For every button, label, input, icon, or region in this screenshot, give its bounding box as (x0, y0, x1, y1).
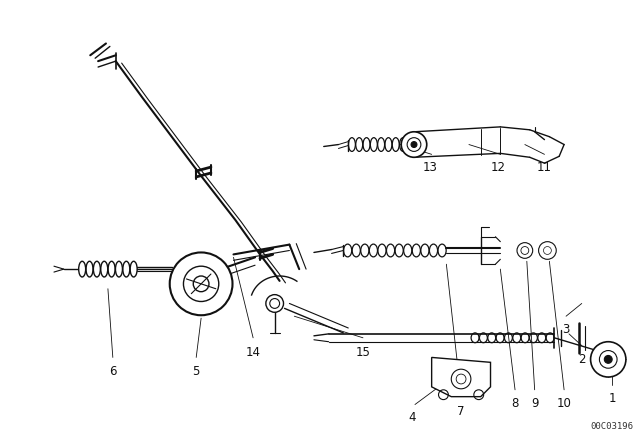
Text: 8: 8 (511, 396, 519, 409)
Text: 1: 1 (609, 392, 616, 405)
Text: 15: 15 (356, 346, 371, 359)
Text: 9: 9 (531, 396, 538, 409)
Text: 7: 7 (458, 405, 465, 418)
Circle shape (266, 295, 284, 312)
Circle shape (184, 266, 219, 302)
Circle shape (456, 374, 466, 384)
Circle shape (193, 276, 209, 292)
Text: 4: 4 (408, 411, 416, 424)
Text: 6: 6 (109, 365, 116, 378)
Circle shape (591, 342, 626, 377)
Polygon shape (431, 358, 490, 396)
Circle shape (517, 243, 532, 258)
Text: 5: 5 (193, 365, 200, 378)
Text: 10: 10 (557, 396, 572, 409)
Text: 3: 3 (563, 323, 570, 336)
Circle shape (451, 369, 471, 389)
Text: 11: 11 (537, 161, 552, 174)
Text: 14: 14 (246, 346, 260, 359)
Circle shape (521, 246, 529, 254)
Circle shape (401, 132, 427, 157)
Text: 2: 2 (578, 353, 586, 366)
Circle shape (604, 355, 612, 363)
Circle shape (600, 350, 617, 368)
Text: 13: 13 (422, 161, 437, 174)
Text: 00C03196: 00C03196 (591, 422, 634, 431)
Circle shape (170, 253, 232, 315)
Circle shape (270, 298, 280, 308)
Circle shape (411, 142, 417, 147)
Circle shape (539, 241, 556, 259)
Text: 12: 12 (491, 161, 506, 174)
Circle shape (407, 138, 421, 151)
